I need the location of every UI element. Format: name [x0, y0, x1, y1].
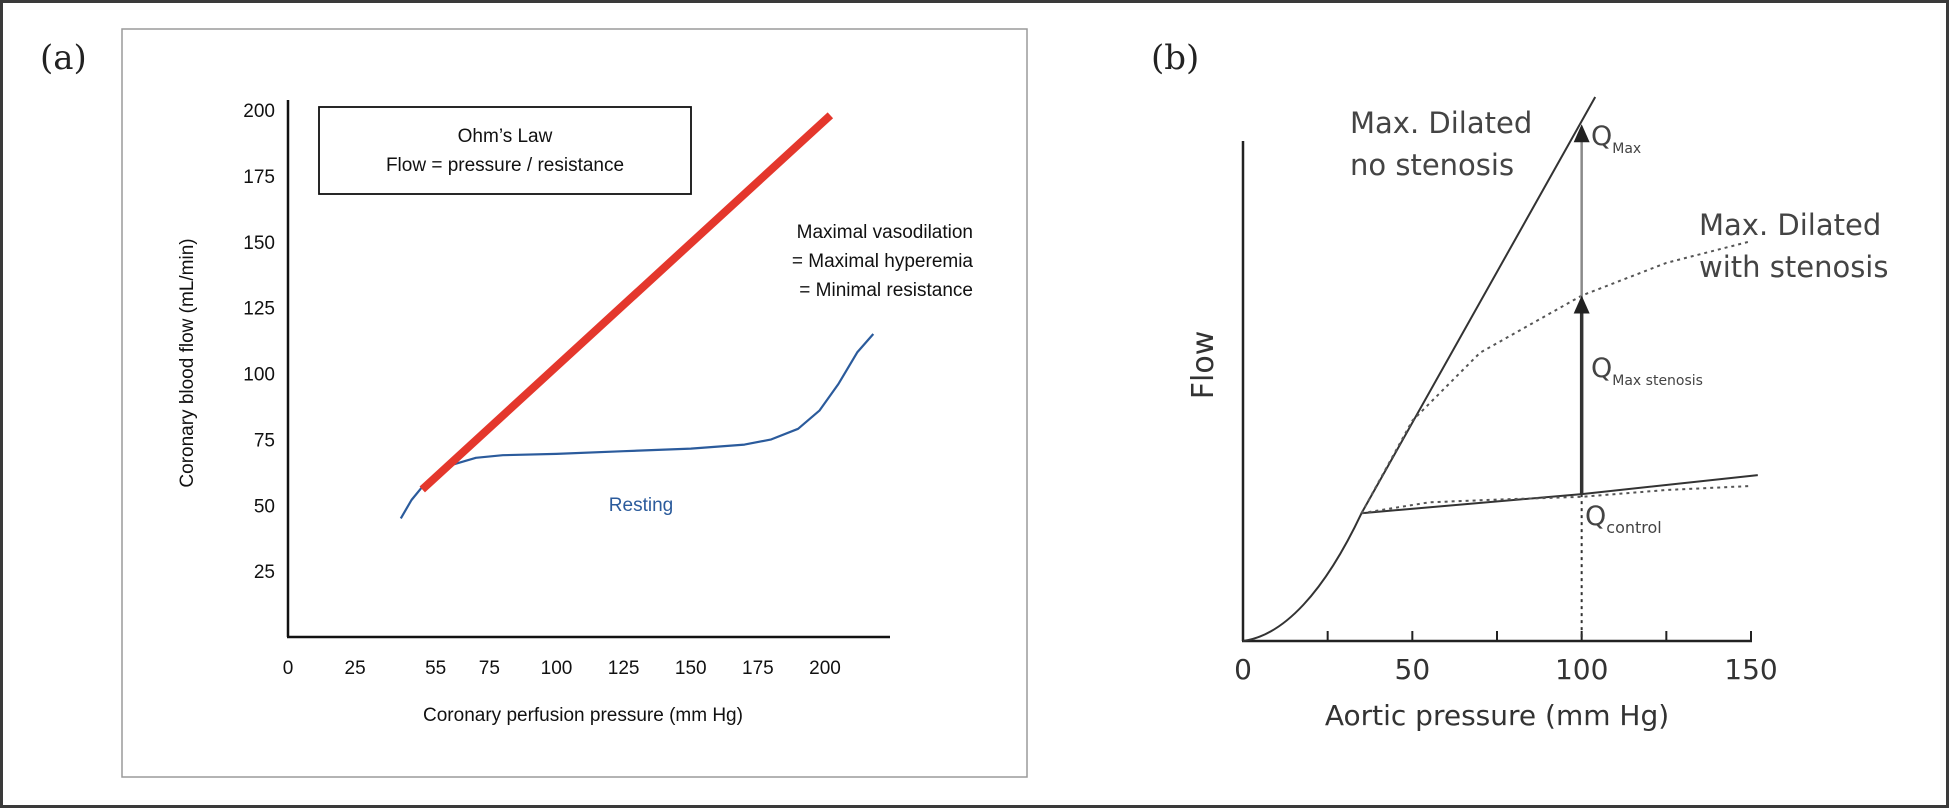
stenosis-dotted-curve	[1360, 240, 1752, 514]
a-y-tick-100: 100	[243, 365, 275, 386]
a-x-tick-200: 200	[809, 658, 841, 679]
a-x-tick-25: 25	[345, 658, 366, 679]
a-y-tick-25: 25	[254, 562, 275, 583]
a-y-tick-175: 175	[243, 167, 275, 188]
b-x-tick-labels: 0 50 100 150	[1234, 653, 1778, 686]
max-vasodilation-line	[419, 112, 834, 493]
resting-curve	[1361, 474, 1758, 515]
annotation-line-3: = Minimal resistance	[799, 280, 973, 301]
resting-series-label: Resting	[609, 495, 673, 516]
b-arrows-group	[1573, 124, 1590, 495]
a-x-tick-0: 0	[283, 658, 294, 679]
a-x-axis-label: Coronary perfusion pressure (mm Hg)	[423, 705, 743, 726]
panel-a-border	[121, 28, 1028, 778]
ohms-law-box	[318, 106, 692, 195]
with-stenosis-label-line-1: Max. Dilated	[1699, 208, 1881, 242]
figure-svg: (a) 0 25 55 75 100 125 150 175 200 25 50 75 100 125 1…	[40, 28, 1888, 778]
annotation-line-2: = Maximal hyperemia	[792, 251, 974, 272]
a-x-tick-labels: 0 25 55 75 100 125 150 175 200	[283, 658, 841, 679]
panel-a-label: (a)	[40, 38, 87, 78]
a-y-tick-50: 50	[254, 496, 275, 517]
a-y-tick-150: 150	[243, 233, 275, 254]
a-x-tick-125: 125	[608, 658, 640, 679]
figure-canvas: (a) 0 25 55 75 100 125 150 175 200 25 50 75 100 125 1…	[3, 3, 1946, 805]
panel-a: (a) 0 25 55 75 100 125 150 175 200 25 50 75 100 125 1…	[40, 28, 1028, 778]
b-x-tick-150: 150	[1724, 653, 1777, 686]
resting-curve	[399, 333, 875, 519]
q-stenosis-arrowhead	[1573, 295, 1590, 314]
a-y-tick-labels: 25 50 75 100 125 150 175 200	[243, 101, 275, 583]
a-series-group	[399, 112, 875, 519]
no-stenosis-label-line-1: Max. Dilated	[1350, 106, 1532, 140]
a-x-tick-150: 150	[675, 658, 707, 679]
no-stenosis-label-line-2: no stenosis	[1350, 148, 1514, 182]
q-max-label: QMax	[1591, 121, 1641, 157]
b-x-axis-label: Aortic pressure (mm Hg)	[1325, 699, 1669, 732]
ohms-law-formula: Flow = pressure / resistance	[386, 155, 624, 176]
a-y-tick-125: 125	[243, 299, 275, 320]
no-stenosis-curve	[1242, 96, 1597, 642]
a-x-tick-75: 75	[479, 658, 500, 679]
control-dotted-curve	[1361, 485, 1752, 515]
a-x-tick-175: 175	[742, 658, 774, 679]
b-minor-ticks	[1326, 631, 1752, 641]
q-max-arrowhead	[1573, 124, 1590, 143]
a-x-tick-100: 100	[541, 658, 573, 679]
a-y-tick-75: 75	[254, 430, 275, 451]
panel-b: (b) 0 50 100 150 Aortic pressure (mm Hg) Fl…	[1151, 38, 1888, 732]
a-y-tick-200: 200	[243, 101, 275, 122]
q-max-stenosis-label: QMax stenosis	[1591, 353, 1703, 389]
ohms-law-title: Ohm’s Law	[458, 126, 553, 147]
a-y-axis-label: Coronary blood flow (mL/min)	[177, 238, 198, 487]
b-y-axis-label: Flow	[1186, 331, 1221, 399]
b-x-tick-0: 0	[1234, 653, 1252, 686]
panel-b-label: (b)	[1151, 38, 1199, 78]
b-x-tick-100: 100	[1555, 653, 1608, 686]
with-stenosis-label-line-2: with stenosis	[1699, 250, 1888, 284]
a-x-tick-55: 55	[425, 658, 446, 679]
q-control-label: Qcontrol	[1585, 501, 1662, 537]
b-x-tick-50: 50	[1395, 653, 1431, 686]
annotation-line-1: Maximal vasodilation	[797, 222, 973, 243]
